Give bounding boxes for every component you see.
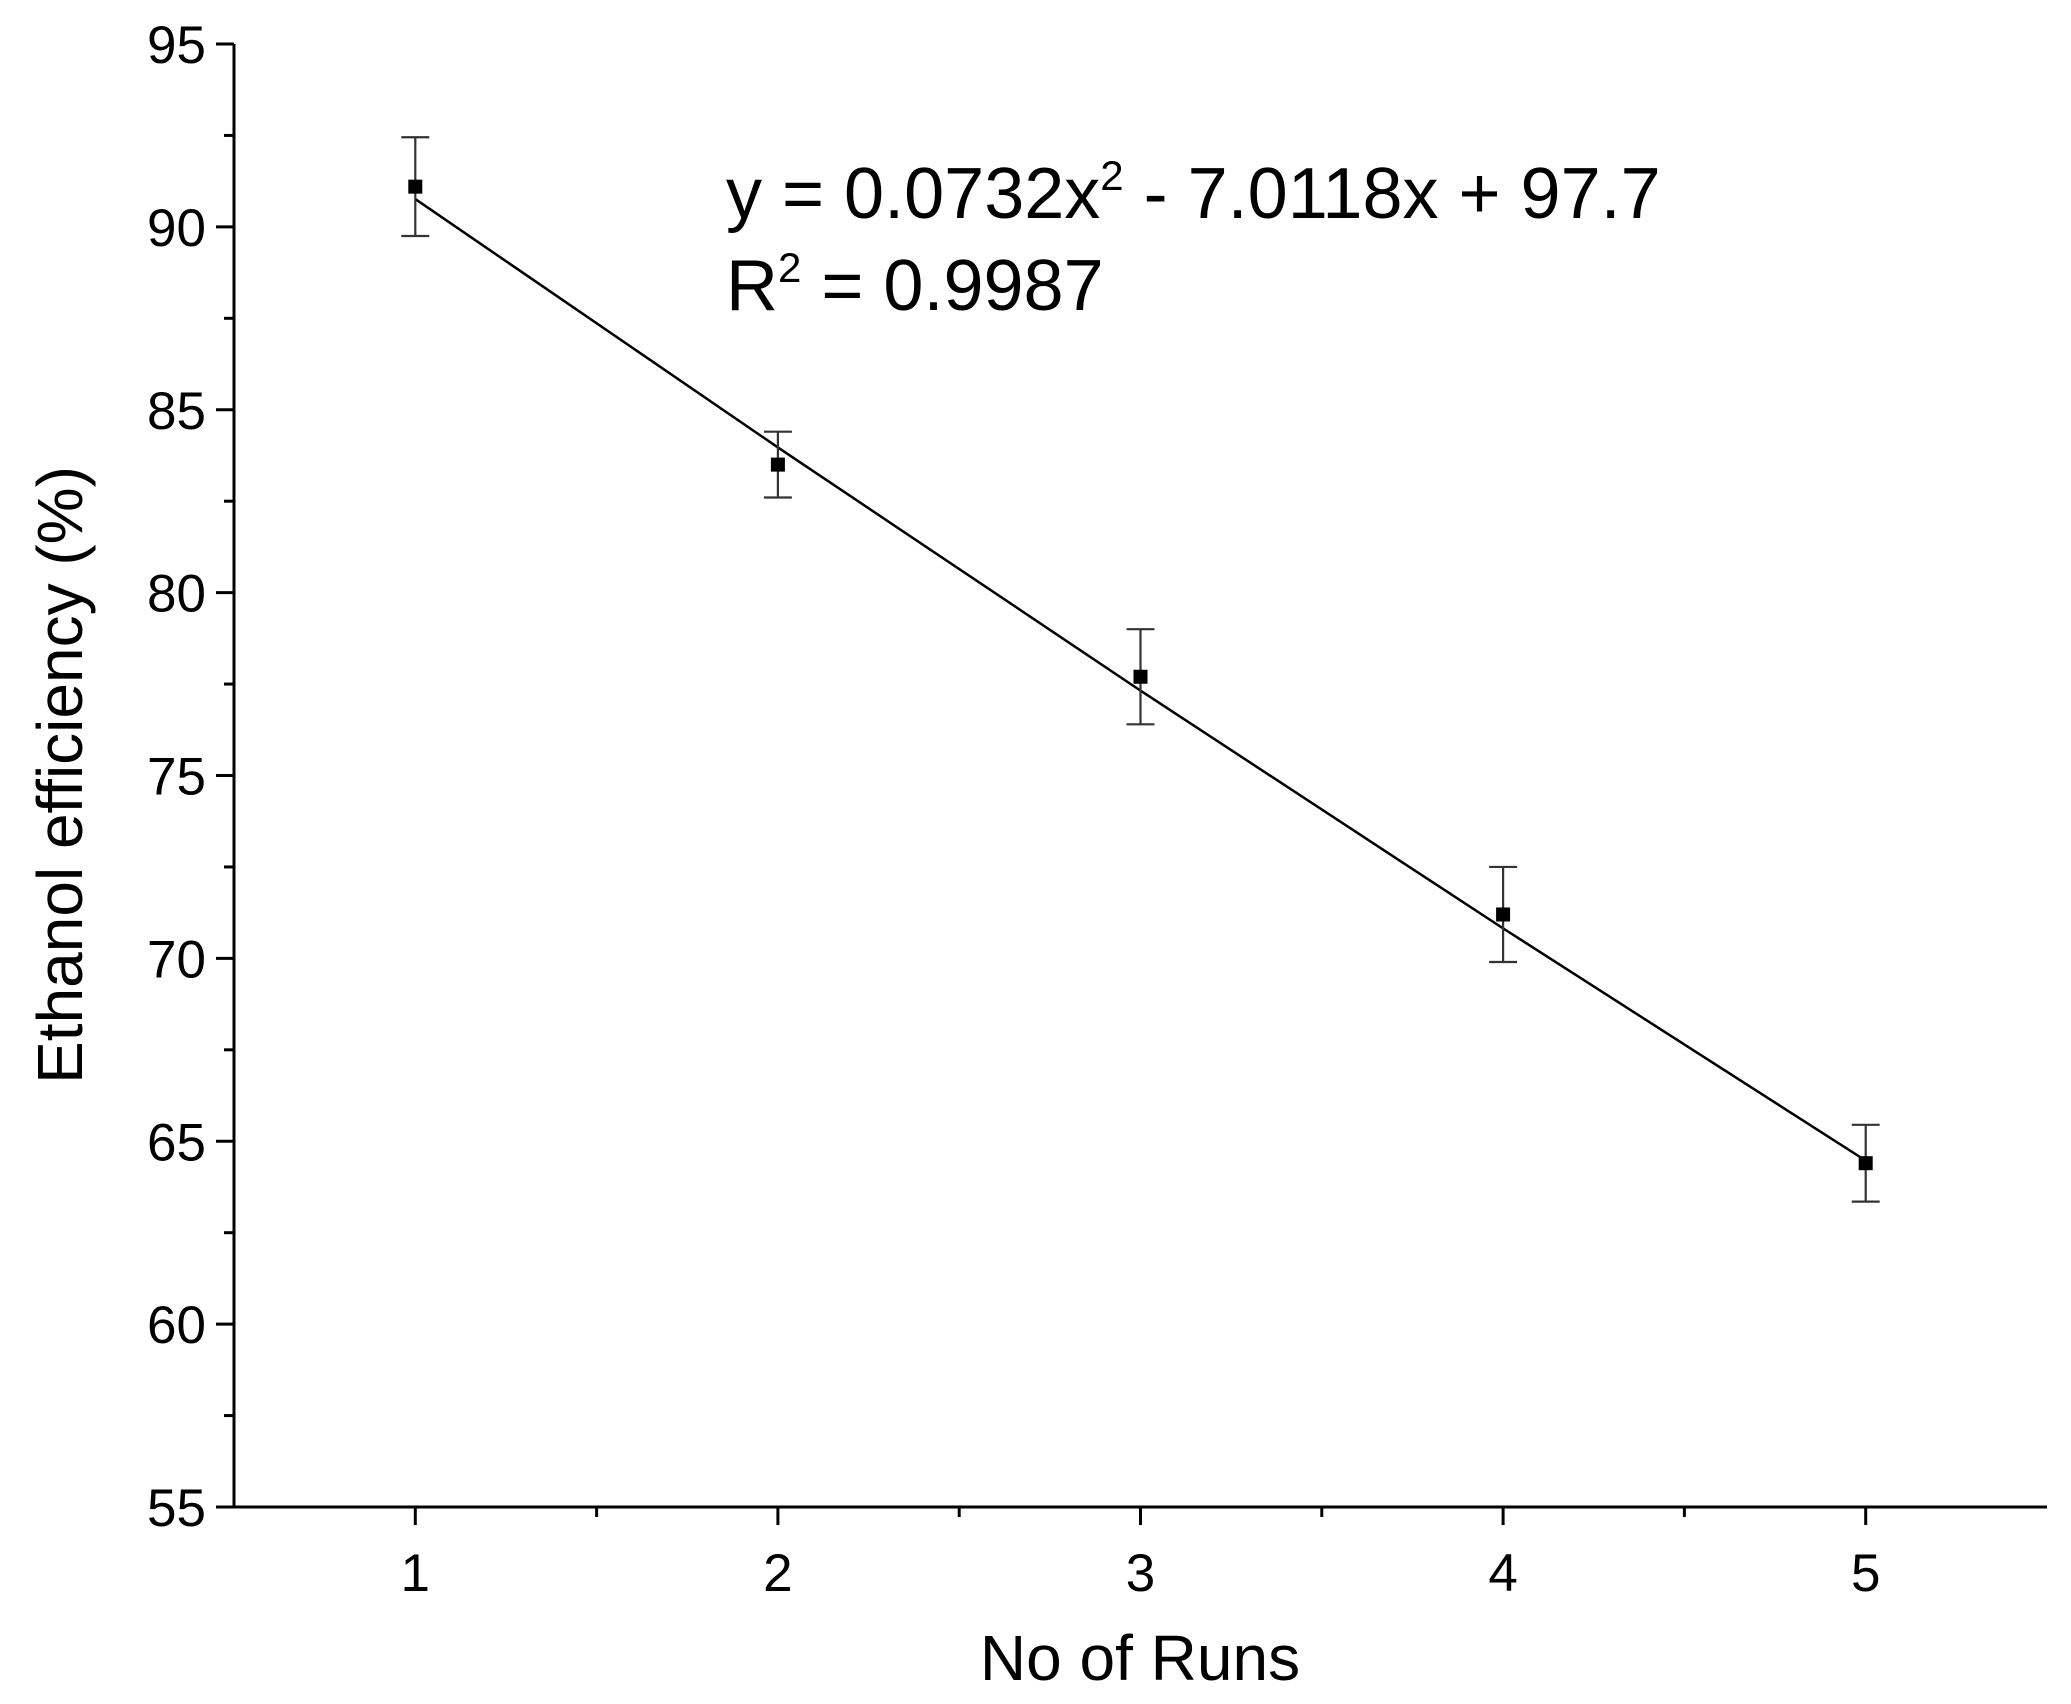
marker [1133, 669, 1148, 684]
y-tick-label: 75 [147, 748, 206, 807]
x-tick-label: 2 [763, 1544, 792, 1603]
x-axis-title: No of Runs [980, 1622, 1300, 1694]
y-tick-label: 90 [147, 199, 206, 258]
y-axis-title: Ethanol efficiency (%) [24, 466, 96, 1084]
x-tick-label: 1 [401, 1544, 430, 1603]
y-tick-label: 65 [147, 1113, 206, 1172]
equation-part: 2 [1100, 152, 1123, 199]
y-tick-label: 95 [147, 16, 206, 75]
x-tick-label: 4 [1488, 1544, 1517, 1603]
x-tick-label: 5 [1851, 1544, 1880, 1603]
r-squared: R2 = 0.9987 [726, 244, 1104, 326]
marker [770, 457, 785, 472]
marker [1496, 907, 1511, 922]
marker [408, 179, 423, 194]
equation-part: - 7.0118x + 97.7 [1124, 154, 1661, 234]
x-tick-label: 3 [1126, 1544, 1155, 1603]
y-tick-label: 85 [147, 382, 206, 441]
equation-part: y = 0.0732x [726, 154, 1100, 234]
y-tick-label: 80 [147, 565, 206, 624]
r-squared-part: R [726, 246, 778, 326]
y-tick-label: 70 [147, 930, 206, 989]
y-tick-label: 55 [147, 1479, 206, 1538]
r-squared-part: 2 [778, 244, 801, 291]
marker [1858, 1156, 1873, 1171]
r-squared-part: = 0.9987 [801, 246, 1103, 326]
y-tick-label: 60 [147, 1296, 206, 1355]
equation: y = 0.0732x2 - 7.0118x + 97.7 [726, 152, 1661, 234]
